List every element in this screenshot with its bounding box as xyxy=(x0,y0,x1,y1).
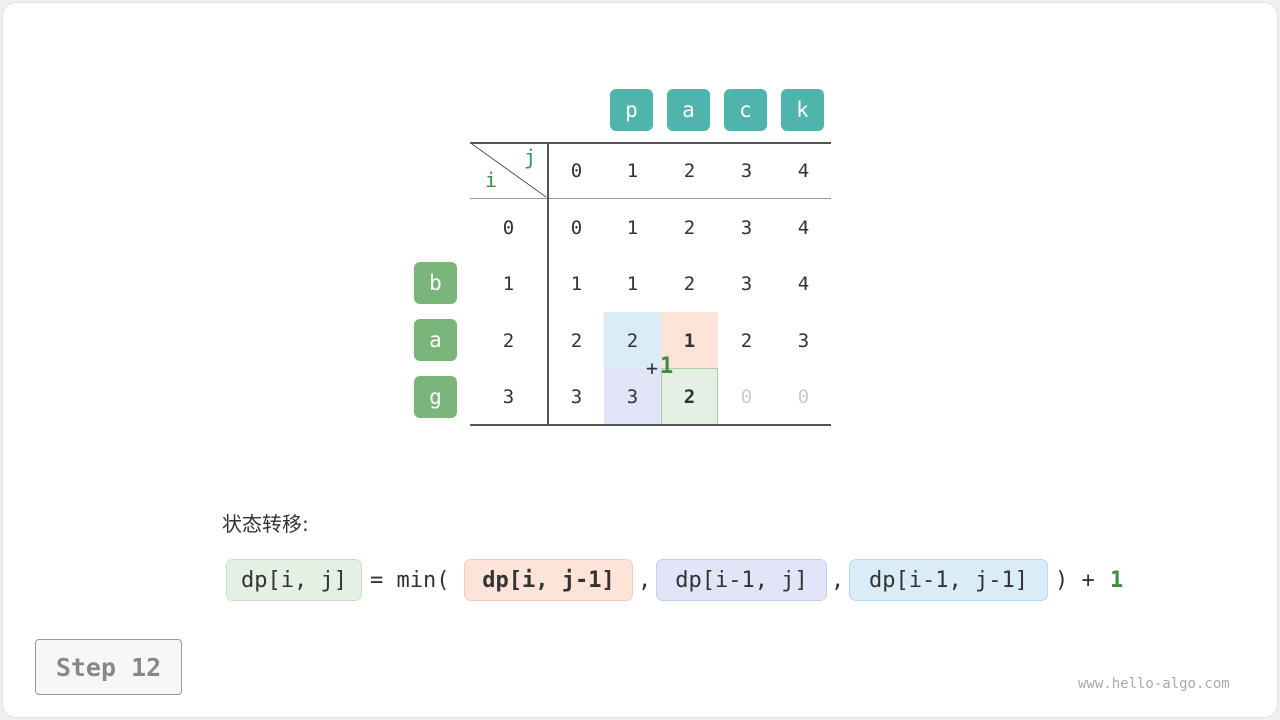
dp-cell: 0 xyxy=(797,385,810,408)
corner-diagonal xyxy=(470,142,548,199)
string-a-char: p xyxy=(610,89,653,131)
formula-term-diag: dp[i-1, j-1] xyxy=(849,559,1048,601)
row-header: 1 xyxy=(502,272,515,295)
formula-comma: , xyxy=(638,567,652,593)
formula-term-left: dp[i, j-1] xyxy=(464,559,633,601)
dp-cell: 1 xyxy=(570,272,583,295)
table-bottom-line xyxy=(470,424,831,426)
row-header-divider xyxy=(547,142,549,425)
formula-comma: , xyxy=(831,567,845,593)
formula-plus-one: 1 xyxy=(1110,567,1124,593)
string-a-char: a xyxy=(667,89,710,131)
plus-one-value: 1 xyxy=(660,354,674,379)
string-a-char: k xyxy=(781,89,824,131)
dp-cell: 3 xyxy=(740,216,753,239)
formula-eq: = min( xyxy=(370,567,450,593)
step-button[interactable]: Step 12 xyxy=(35,639,182,695)
dp-cell: 4 xyxy=(797,216,810,239)
highlight-current xyxy=(661,368,718,425)
column-header: 2 xyxy=(683,159,696,182)
plus-sign: + xyxy=(646,356,659,380)
dp-cell: 3 xyxy=(740,272,753,295)
table-top-line xyxy=(470,142,831,144)
formula-label: 状态转移: xyxy=(222,512,309,536)
dp-cell: 1 xyxy=(626,272,639,295)
formula-term-up: dp[i-1, j] xyxy=(656,559,827,601)
dp-cell: 1 xyxy=(683,329,696,352)
column-header: 0 xyxy=(570,159,583,182)
string-b-char: a xyxy=(414,319,457,361)
dp-cell: 3 xyxy=(626,385,639,408)
string-b-char: g xyxy=(414,376,457,418)
dp-cell: 1 xyxy=(626,216,639,239)
header-divider xyxy=(470,198,831,199)
row-header: 3 xyxy=(502,385,515,408)
string-b-char: b xyxy=(414,262,457,304)
row-header: 0 xyxy=(502,216,515,239)
dp-cell: 4 xyxy=(797,272,810,295)
dp-cell: 3 xyxy=(570,385,583,408)
dp-cell: 2 xyxy=(570,329,583,352)
dp-cell: 2 xyxy=(740,329,753,352)
dp-cell: 2 xyxy=(626,329,639,352)
formula-lhs: dp[i, j] xyxy=(226,559,362,601)
highlight-up xyxy=(604,368,661,425)
dp-cell: 2 xyxy=(683,385,696,408)
header-j-label: j xyxy=(524,145,537,169)
highlight-diag xyxy=(604,312,661,369)
dp-cell: 3 xyxy=(797,329,810,352)
dp-cell: 2 xyxy=(683,216,696,239)
dp-cell: 0 xyxy=(740,385,753,408)
string-a-char: c xyxy=(724,89,767,131)
column-header: 1 xyxy=(626,159,639,182)
watermark: www.hello-algo.com xyxy=(1078,676,1230,692)
header-i-label: i xyxy=(485,168,498,192)
formula-close: ) + xyxy=(1055,567,1095,593)
dp-cell: 0 xyxy=(570,216,583,239)
column-header: 3 xyxy=(740,159,753,182)
row-header: 2 xyxy=(502,329,515,352)
column-header: 4 xyxy=(797,159,810,182)
highlight-left xyxy=(661,312,718,369)
dp-cell: 2 xyxy=(683,272,696,295)
